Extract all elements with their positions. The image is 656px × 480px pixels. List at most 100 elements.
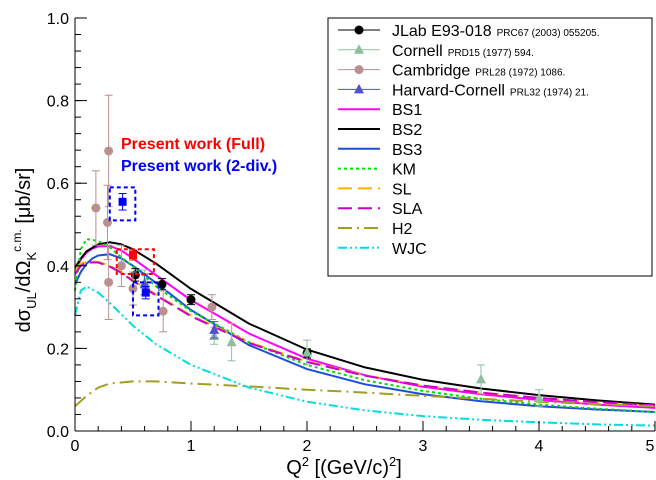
legend-item-h2: H2 — [338, 221, 413, 238]
y-tick-label: 0.2 — [47, 341, 69, 358]
y-axis-title: dσUL/dΩKc.m. [μb/sr] — [10, 168, 39, 333]
legend-label: SLA — [392, 201, 423, 218]
dataset-present-work-full — [115, 248, 155, 276]
x-title-rest: [(GeV/c) — [309, 457, 389, 479]
y-title-sup: c.m. — [10, 229, 24, 252]
legend-label: BS3 — [392, 142, 422, 159]
axes: 0 1 2 3 4 5 0.0 0.2 0.4 0.6 0.8 1.0 — [47, 11, 656, 455]
y-title-sub: UL — [24, 292, 39, 309]
curve-wjc — [74, 285, 656, 427]
systematic-box — [132, 281, 160, 317]
y-title-sub: K — [24, 252, 39, 261]
data-point — [207, 302, 217, 312]
curve-h2 — [74, 380, 656, 408]
curve-bs2 — [74, 241, 656, 406]
data-point — [158, 306, 168, 316]
legend-item-wjc: WJC — [338, 241, 427, 258]
data-point — [476, 373, 486, 384]
y-tick-label: 0.6 — [47, 176, 69, 193]
legend-reference: PRC67 (2003) 055205. — [497, 28, 600, 39]
legend-name: SL — [392, 181, 412, 198]
data-point — [186, 295, 196, 305]
x-axis-title: Q2 [(GeV/c)2] — [286, 454, 402, 479]
x-title-sup: 2 — [302, 454, 309, 469]
legend-name: Cambridge — [392, 63, 470, 80]
legend-name: KM — [392, 162, 416, 179]
legend-label: Cambridge PRL28 (1972) 1086. — [392, 63, 565, 80]
legend: JLab E93-018 PRC67 (2003) 055205. Cornell P… — [327, 17, 653, 277]
x-tick-label: 1 — [187, 438, 196, 455]
legend-item-cornell: Cornell PRD15 (1977) 594. — [338, 43, 534, 60]
legend-box — [327, 17, 653, 277]
legend-label: Harvard-Cornell PRL32 (1974) 21. — [392, 82, 589, 99]
x-title-q: Q — [286, 457, 302, 479]
x-tick-label: 2 — [303, 438, 312, 455]
data-point — [116, 261, 126, 271]
legend-name: BS2 — [392, 122, 422, 139]
legend-item-sla: SLA — [338, 201, 423, 218]
y-tick-label: 0.8 — [47, 94, 69, 111]
legend-label: KM — [392, 162, 416, 179]
legend-reference: PRD15 (1977) 594. — [448, 48, 534, 59]
data-point — [141, 288, 150, 297]
x-tick-label: 3 — [419, 438, 428, 455]
x-tick-label: 5 — [646, 438, 655, 455]
legend-label: BS2 — [392, 122, 422, 139]
legend-label: WJC — [392, 241, 427, 258]
legend-marker — [354, 44, 364, 54]
data-point — [302, 347, 312, 357]
data-point — [128, 284, 138, 294]
data-point — [209, 324, 220, 334]
y-tick-label: 0.4 — [47, 259, 69, 276]
data-point — [534, 392, 544, 402]
legend-name: WJC — [392, 241, 427, 258]
data-point — [91, 203, 101, 213]
data-point — [129, 251, 137, 260]
y-tick-label: 1.0 — [47, 11, 69, 28]
legend-label: JLab E93-018 PRC67 (2003) 055205. — [392, 23, 600, 40]
annotation-present-work-2div: Present work (2-div.) — [121, 158, 277, 175]
data-point — [104, 277, 114, 287]
x-title-end: ] — [396, 457, 402, 479]
legend-label: Cornell PRD15 (1977) 594. — [392, 43, 534, 60]
legend-name: H2 — [392, 221, 413, 238]
legend-item-bs3: BS3 — [338, 142, 422, 159]
legend-item-bs1: BS1 — [338, 102, 422, 119]
legend-name: SLA — [392, 201, 423, 218]
annotation-present-work-full: Present work (Full) — [121, 136, 265, 153]
legend-name: Cornell — [392, 43, 443, 60]
model-curves — [74, 237, 656, 427]
x-tick-label: 4 — [535, 438, 544, 455]
x-title-sup: 2 — [389, 454, 396, 469]
legend-item-jlab-e93-018: JLab E93-018 PRC67 (2003) 055205. — [338, 23, 600, 40]
data-point — [118, 197, 127, 206]
y-title-a: dσ — [13, 308, 35, 332]
curve-bs3 — [74, 253, 656, 413]
experimental-data — [91, 94, 544, 407]
legend-reference: PRL28 (1972) 1086. — [475, 68, 565, 79]
legend-item-harvard-cornell: Harvard-Cornell PRL32 (1974) 21. — [338, 82, 589, 99]
legend-label: SL — [392, 181, 412, 198]
y-tick-label: 0.0 — [47, 424, 69, 441]
x-tick-label: 0 — [71, 438, 80, 455]
legend-name: Harvard-Cornell — [392, 82, 505, 99]
systematic-box — [108, 186, 137, 222]
legend-item-sl: SL — [338, 181, 412, 198]
dataset-cambridge — [91, 94, 217, 333]
y-title-units: [μb/sr] — [13, 168, 35, 230]
legend-marker — [354, 83, 364, 94]
legend-name: JLab E93-018 — [392, 23, 492, 40]
legend-name: BS3 — [392, 142, 422, 159]
legend-marker — [354, 25, 364, 35]
curve-km — [74, 237, 656, 413]
legend-item-bs2: BS2 — [338, 122, 422, 139]
legend-marker — [354, 65, 364, 75]
data-point — [104, 146, 114, 156]
legend-label: H2 — [392, 221, 413, 238]
legend-item-cambridge: Cambridge PRL28 (1972) 1086. — [338, 63, 565, 80]
data-point — [157, 279, 167, 289]
legend-name: BS1 — [392, 102, 422, 119]
legend-item-km: KM — [338, 162, 416, 179]
y-title-b: /dΩ — [13, 261, 35, 293]
